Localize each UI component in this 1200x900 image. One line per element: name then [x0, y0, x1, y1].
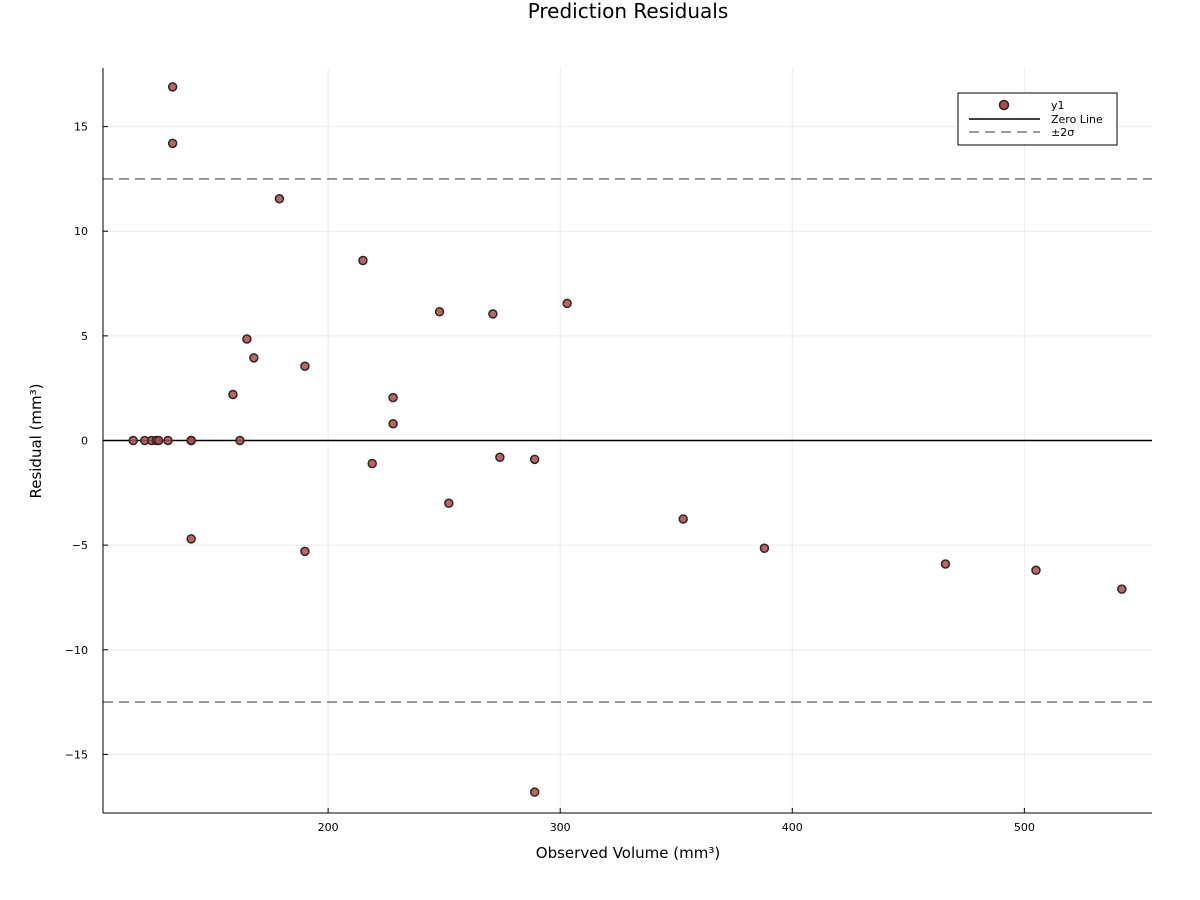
- legend-label-2sigma: ±2σ: [1051, 126, 1074, 139]
- x-tick-label: 200: [318, 821, 339, 834]
- data-point: [678, 514, 688, 524]
- y-tick-label: −15: [65, 748, 88, 761]
- y-tick-label: 15: [74, 121, 88, 134]
- data-point: [529, 454, 540, 465]
- y-tick-label: −10: [65, 644, 88, 657]
- legend-label-zero-line: Zero Line: [1051, 113, 1103, 126]
- data-point: [358, 255, 368, 266]
- legend-marker-y1: [998, 99, 1010, 111]
- data-point: [163, 435, 173, 446]
- y-tick-label: 5: [81, 330, 88, 343]
- data-point: [167, 82, 178, 92]
- data-point: [235, 435, 245, 446]
- data-point: [300, 546, 310, 557]
- data-point: [529, 787, 540, 797]
- data-point: [167, 138, 178, 149]
- data-point: [1031, 565, 1041, 575]
- x-axis-ticks: 200 300 400 500: [318, 808, 1035, 834]
- legend-label-y1: y1: [1051, 99, 1065, 112]
- y-tick-label: −5: [72, 539, 88, 552]
- grid-lines: [103, 68, 1152, 813]
- data-point: [186, 534, 196, 544]
- data-point: [759, 543, 770, 554]
- x-tick-label: 300: [550, 821, 571, 834]
- data-point: [488, 309, 498, 319]
- data-point: [495, 452, 505, 462]
- y-axis-label: Residual (mm³): [27, 383, 45, 498]
- y-axis-ticks: −15 −10 −5 0 5 10 15: [65, 121, 108, 761]
- y-tick-label: 0: [81, 435, 88, 448]
- data-point: [274, 194, 285, 204]
- data-point: [128, 435, 138, 446]
- data-point: [434, 307, 445, 317]
- data-point: [228, 389, 238, 400]
- data-point: [388, 419, 398, 429]
- data-point: [367, 458, 377, 469]
- x-axis-label: Observed Volume (mm³): [536, 844, 720, 862]
- y-tick-label: 10: [74, 225, 88, 238]
- chart-title: Prediction Residuals: [528, 0, 729, 23]
- data-point: [153, 435, 164, 446]
- data-point: [249, 353, 259, 363]
- data-point: [242, 334, 252, 344]
- x-tick-label: 400: [782, 821, 803, 834]
- data-points: [128, 82, 1127, 797]
- x-tick-label: 500: [1014, 821, 1035, 834]
- legend: y1 Zero Line ±2σ: [957, 92, 1118, 146]
- data-point: [1117, 584, 1127, 594]
- data-point: [940, 559, 951, 569]
- data-point: [300, 361, 310, 371]
- reference-lines: [103, 178, 1152, 703]
- data-point: [444, 498, 454, 509]
- data-point: [562, 298, 572, 309]
- data-point: [388, 392, 398, 403]
- data-point: [186, 435, 196, 446]
